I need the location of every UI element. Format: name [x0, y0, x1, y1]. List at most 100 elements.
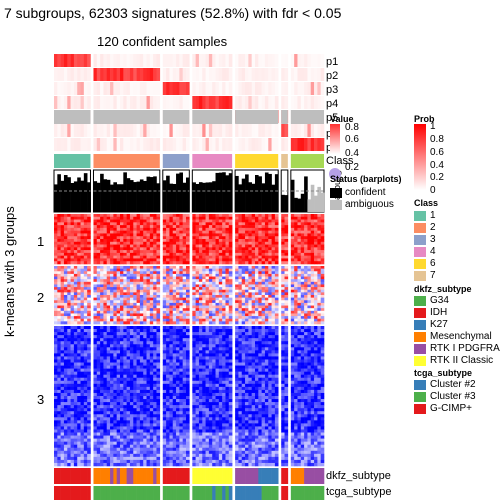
- heatmap-cell: [202, 292, 206, 296]
- heatmap-cell: [195, 316, 200, 320]
- heatmap-cell: [208, 239, 213, 243]
- prob-cell: [215, 124, 220, 137]
- heatmap-cell: [120, 405, 124, 409]
- heatmap-cell: [110, 383, 114, 388]
- heatmap-cell: [146, 216, 151, 220]
- heatmap-cell: [149, 420, 154, 424]
- heatmap-cell: [149, 365, 154, 369]
- heatmap-cell: [57, 432, 61, 436]
- heatmap-cell: [70, 396, 75, 400]
- prob-cell: [143, 96, 147, 109]
- heatmap-cell: [126, 353, 131, 357]
- heatmap-cell: [255, 300, 259, 304]
- heatmap-cell: [129, 289, 134, 293]
- heatmap-cell: [271, 225, 276, 229]
- heatmap-cell: [136, 300, 141, 304]
- heatmap-cell: [146, 247, 151, 251]
- heatmap-cell: [106, 441, 111, 445]
- heatmap-cell: [143, 338, 147, 342]
- heatmap-cell: [67, 230, 71, 234]
- heatmap-cell: [146, 392, 151, 397]
- heatmap-cell: [208, 273, 213, 277]
- heatmap-cell: [179, 244, 183, 248]
- heatmap-cell: [93, 302, 98, 306]
- heatmap-cell: [284, 281, 289, 285]
- heatmap-cell: [96, 417, 101, 421]
- heatmap-cell: [106, 268, 111, 272]
- heatmap-cell: [258, 292, 262, 296]
- heatmap-cell: [146, 405, 151, 409]
- heatmap-cell: [212, 321, 216, 325]
- heatmap-cell: [123, 287, 127, 291]
- heatmap-cell: [146, 292, 151, 296]
- heatmap-cell: [186, 261, 190, 265]
- heatmap-cell: [87, 417, 91, 421]
- heatmap-cell: [156, 302, 161, 306]
- heatmap-cell: [258, 255, 262, 259]
- heatmap-cell: [202, 297, 206, 301]
- heatmap-cell: [314, 225, 318, 229]
- heatmap-cell: [100, 222, 104, 226]
- heatmap-cell: [77, 435, 81, 439]
- heatmap-cell: [70, 295, 75, 298]
- heatmap-cell: [310, 247, 315, 251]
- heatmap-cell: [294, 305, 298, 309]
- heatmap-cell: [222, 266, 226, 269]
- heatmap-cell: [143, 308, 147, 312]
- heatmap-cell: [83, 230, 88, 234]
- heatmap-cell: [143, 377, 147, 382]
- prob-cell: [235, 82, 239, 95]
- heatmap-cell: [156, 284, 161, 288]
- heatmap-cell: [153, 308, 157, 312]
- heatmap-cell: [139, 341, 144, 345]
- heatmap-cell: [202, 233, 206, 237]
- prob-cell: [202, 96, 206, 109]
- heatmap-cell: [93, 353, 98, 357]
- heatmap-cell: [129, 371, 134, 375]
- heatmap-cell: [129, 292, 134, 296]
- heatmap-cell: [103, 338, 108, 342]
- prob-cell: [271, 96, 276, 109]
- heatmap-cell: [83, 266, 88, 269]
- heatmap-cell: [153, 335, 157, 339]
- heatmap-cell: [133, 402, 137, 406]
- heatmap-cell: [320, 241, 325, 245]
- heatmap-cell: [271, 250, 276, 254]
- heatmap-cell: [225, 318, 230, 322]
- heatmap-cell: [110, 292, 114, 296]
- heatmap-cell: [57, 399, 61, 403]
- heatmap-cell: [106, 318, 111, 322]
- heatmap-cell: [166, 271, 170, 275]
- heatmap-cell: [238, 316, 243, 320]
- heatmap-cell: [103, 300, 108, 304]
- heatmap-cell: [87, 273, 91, 277]
- heatmap-cell: [202, 295, 206, 298]
- prob-cell: [156, 68, 161, 81]
- heatmap-cell: [248, 318, 252, 322]
- heatmap-cell: [300, 308, 305, 312]
- prob-cell: [192, 124, 196, 137]
- heatmap-cell: [264, 297, 269, 301]
- heatmap-cell: [67, 219, 71, 223]
- heatmap-cell: [63, 456, 68, 461]
- heatmap-cell: [320, 297, 325, 301]
- heatmap-cell: [63, 318, 68, 322]
- heatmap-cell: [218, 281, 223, 285]
- heatmap-cell: [162, 292, 167, 296]
- heatmap-cell: [271, 244, 276, 248]
- heatmap-cell: [251, 321, 256, 325]
- heatmap-cell: [67, 261, 71, 265]
- heatmap-cell: [70, 233, 75, 237]
- heatmap-cell: [120, 383, 124, 388]
- heatmap-cell: [182, 318, 187, 322]
- heatmap-cell: [172, 318, 177, 322]
- heatmap-cell: [153, 258, 157, 262]
- heatmap-cell: [255, 247, 259, 251]
- heatmap-cell: [198, 230, 203, 234]
- heatmap-cell: [225, 233, 230, 237]
- heatmap-cell: [304, 302, 308, 306]
- heatmap-cell: [268, 252, 272, 256]
- heatmap-cell: [149, 302, 154, 306]
- heatmap-cell: [73, 321, 78, 325]
- heatmap-cell: [297, 271, 302, 275]
